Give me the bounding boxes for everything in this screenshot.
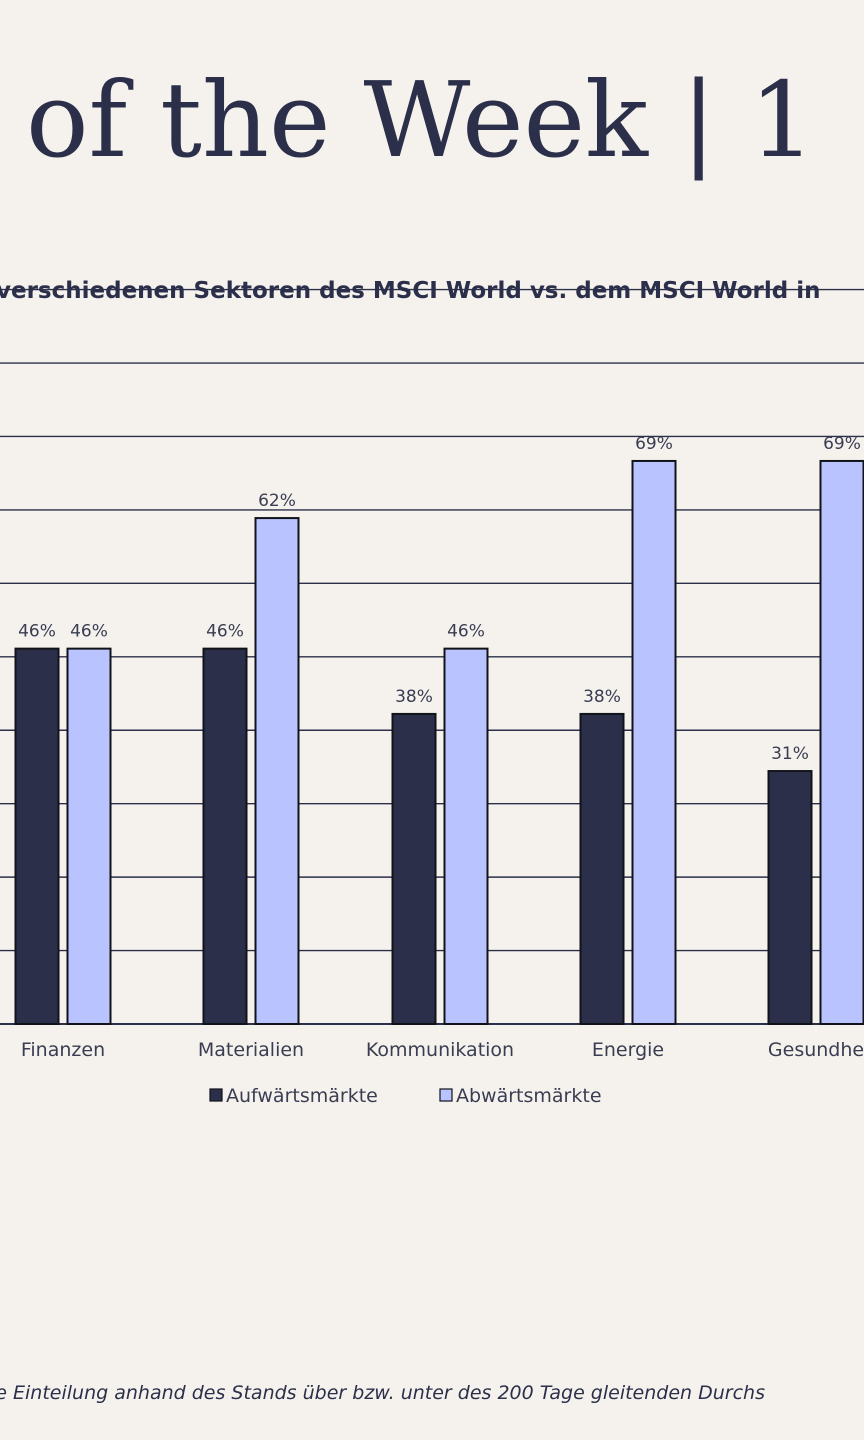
data-label: 38% [583, 687, 621, 707]
page-title-text: of the Week | 1 [26, 59, 816, 181]
data-label: 69% [635, 434, 673, 454]
chart-subtitle-text: verschiedenen Sektoren des MSCI World vs… [0, 278, 821, 304]
chart-subtitle: verschiedenen Sektoren des MSCI World vs… [0, 274, 864, 308]
bar [202, 647, 248, 1025]
bar [819, 459, 864, 1025]
legend-swatch [209, 1088, 223, 1102]
x-tick-label: Finanzen [21, 1039, 105, 1061]
data-label: 46% [206, 622, 244, 642]
data-label: 46% [70, 622, 108, 642]
data-label: 46% [447, 622, 485, 642]
bar [579, 712, 625, 1025]
x-tick-label: Kommunikation [366, 1039, 514, 1061]
bar [631, 459, 677, 1025]
bar [66, 647, 112, 1025]
x-tick-label: Materialien [198, 1039, 304, 1061]
legend-label: Abwärtsmärkte [456, 1085, 602, 1107]
bar [443, 647, 489, 1025]
data-label: 31% [771, 744, 809, 764]
data-label: 38% [395, 687, 433, 707]
chart-footnote: ie Einteilung anhand des Stands über bzw… [0, 1378, 864, 1408]
bar [254, 517, 300, 1026]
chart-footnote-text: ie Einteilung anhand des Stands über bzw… [0, 1382, 765, 1404]
x-tick-label: Gesundhe [768, 1039, 864, 1061]
data-label: 46% [18, 622, 56, 642]
bar [14, 647, 60, 1025]
bar [767, 770, 813, 1025]
x-tick-label: Energie [592, 1039, 664, 1061]
data-label: 62% [258, 491, 296, 511]
data-label: 69% [823, 434, 861, 454]
page-title: of the Week | 1 [0, 55, 864, 185]
legend-label: Aufwärtsmärkte [226, 1085, 378, 1107]
bar [391, 712, 437, 1025]
legend-swatch [439, 1088, 453, 1102]
